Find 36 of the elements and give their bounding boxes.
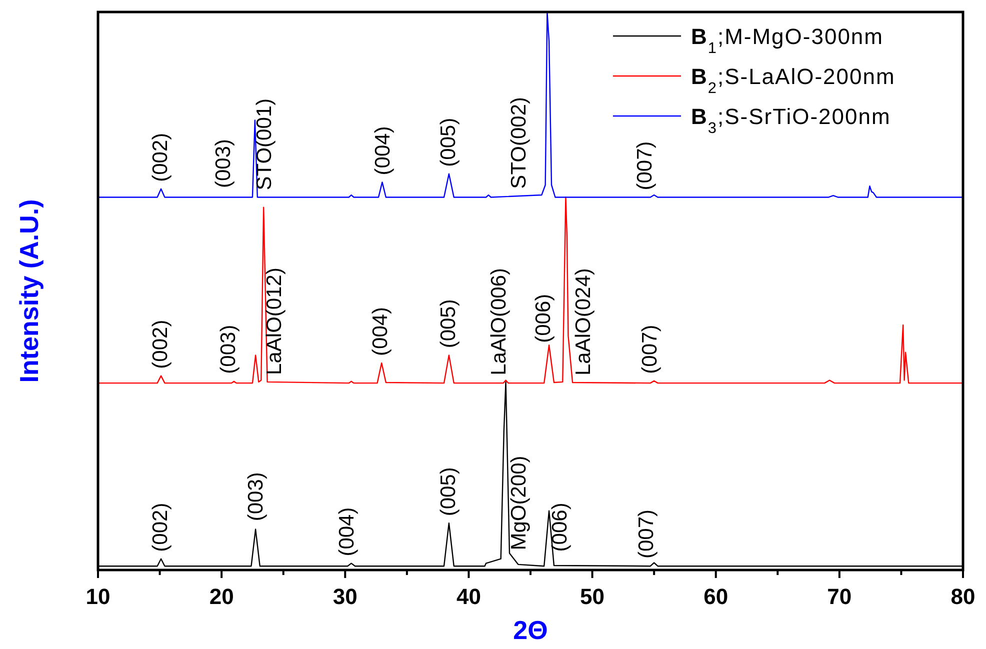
annotation: (003) (217, 324, 240, 374)
annotation: STO(002) (507, 96, 530, 189)
annotation: (002) (149, 320, 172, 369)
annotation: MgO(200) (507, 456, 530, 550)
x-tick-label: 60 (704, 584, 728, 609)
x-tick-label: 50 (580, 584, 605, 609)
annotation: (006) (532, 294, 556, 343)
annotation: (007) (634, 510, 658, 559)
x-tick-label: 20 (209, 584, 234, 609)
x-tick-label: 40 (456, 584, 481, 609)
annotation: (003) (244, 472, 268, 522)
annotation: (002) (149, 502, 172, 552)
legend-label: B$_{1}$;M-MgO-300nm (691, 24, 884, 56)
legend-label: B$_{2}$;S-LaAlO-200nm (691, 64, 896, 96)
x-axis-title: 2Θ (513, 615, 548, 645)
annotation: (007) (634, 141, 657, 190)
legend-label: B$_{3}$;S-SrTiO-200nm (691, 104, 891, 136)
annotation: LaAlO(012) (262, 268, 286, 375)
annotation: (004) (336, 507, 359, 556)
annotation: (006) (548, 502, 572, 552)
y-axis-title: Intensity (A.U.) (14, 199, 44, 383)
annotation: STO(001) (252, 98, 276, 190)
annotation: (005) (437, 118, 460, 167)
x-tick-label: 80 (950, 584, 976, 609)
x-tick-label: 70 (827, 584, 852, 609)
annotation: (002) (149, 132, 172, 182)
annotation: LaAlO(006) (488, 268, 511, 376)
annotation: LaAlO(024) (572, 268, 595, 376)
x-tick-label: 10 (86, 584, 110, 609)
annotation: (005) (437, 467, 460, 516)
annotation: (005) (437, 299, 460, 348)
annotation: (007) (638, 324, 662, 374)
x-tick-label: 30 (332, 584, 358, 609)
annotation: (004) (372, 126, 395, 176)
annotation: (003) (212, 138, 236, 188)
annotation: (004) (369, 306, 392, 356)
